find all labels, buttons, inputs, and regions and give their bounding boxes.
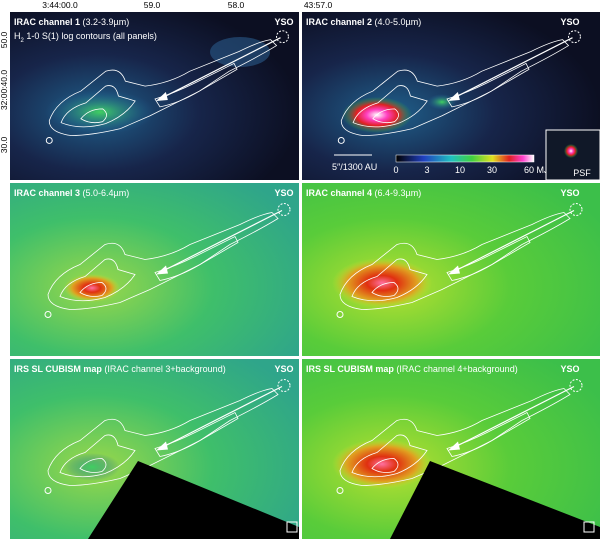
no-coverage: [88, 461, 299, 539]
panel-title: IRS SL CUBISM map (IRAC channel 4+backgr…: [306, 364, 518, 374]
panel: IRAC channel 3 (5.0-6.4µm) YSO: [10, 183, 299, 356]
colorbar-label: 3: [424, 165, 429, 175]
panel-title: IRS SL CUBISM map (IRAC channel 3+backgr…: [14, 364, 226, 374]
no-coverage: [390, 461, 600, 539]
yso-label: YSO: [274, 188, 293, 198]
aperture: [286, 521, 298, 533]
colorbar: [395, 154, 535, 163]
panel-title: IRAC channel 1 (3.2-3.9µm): [14, 17, 129, 27]
yso-label: YSO: [274, 364, 293, 374]
colorbar-label: 0: [393, 165, 398, 175]
emission: [210, 37, 270, 67]
x-tick-label: 59.0: [144, 0, 161, 10]
top-axis: 3:44:00.0 59.0 58.0 43:57.0 50.0 32:00:4…: [0, 0, 332, 153]
colorbar-label: 30: [487, 165, 497, 175]
emission: [64, 274, 120, 302]
x-tick-label: 43:57.0: [304, 0, 333, 10]
y-tick-label: 32:00:40.0: [0, 70, 9, 110]
colorbar-label: 10: [455, 165, 465, 175]
panel-image: [10, 183, 299, 356]
panel: IRS SL CUBISM map (IRAC channel 3+backgr…: [10, 359, 299, 539]
y-tick-label: 30.0: [0, 136, 9, 153]
psf-image: [564, 144, 578, 158]
emission: [332, 258, 432, 308]
panel-note: H2 1-0 S(1) log contours (all panels): [14, 31, 157, 44]
panel: IRAC channel 4 (6.4-9.3µm) YSO: [302, 183, 600, 356]
y-tick-label: 50.0: [0, 31, 9, 48]
yso-label: YSO: [560, 364, 579, 374]
panel: IRAC channel 2 (4.0-5.0µm) YSO 5″/1300 A…: [302, 12, 600, 181]
panel-title: IRAC channel 3 (5.0-6.4µm): [14, 188, 129, 198]
yso-label: YSO: [560, 188, 579, 198]
emission: [332, 439, 432, 489]
emission: [64, 453, 120, 481]
aperture: [583, 521, 595, 533]
emission: [427, 94, 457, 110]
yso-label: YSO: [274, 17, 293, 27]
x-tick-label: 58.0: [228, 0, 245, 10]
panel: IRAC channel 1 (3.2-3.9µm) H2 1-0 S(1) l…: [10, 12, 299, 180]
yso-label: YSO: [560, 17, 579, 27]
panel-title: IRAC channel 4 (6.4-9.3µm): [306, 188, 421, 198]
scale-label: 5″/1300 AU: [332, 162, 377, 172]
x-tick-label: 3:44:00.0: [42, 0, 78, 10]
inset-label: PSF: [573, 168, 591, 178]
panel-title: IRAC channel 2 (4.0-5.0µm): [306, 17, 421, 27]
emission: [45, 90, 155, 134]
panel: IRS SL CUBISM map (IRAC channel 4+backgr…: [302, 359, 600, 539]
